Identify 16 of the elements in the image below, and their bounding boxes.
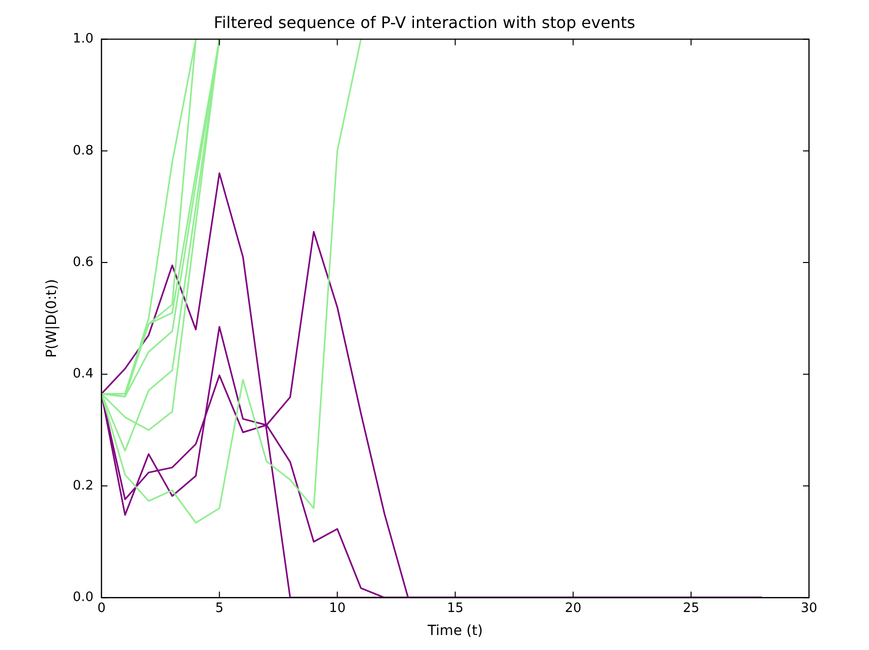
x-tick-label: 25	[682, 600, 700, 616]
x-tick-label: 10	[329, 600, 346, 616]
y-axis-title: P(W|D(0:t))	[44, 279, 60, 358]
y-tick-label: 0.2	[72, 478, 94, 494]
x-tick-label: 5	[215, 600, 224, 616]
y-tick-label: 0.4	[72, 366, 94, 382]
y-tick-label: 0.6	[72, 254, 94, 270]
y-tick-label: 1.0	[72, 32, 94, 47]
x-tick-label: 15	[446, 600, 464, 616]
x-tick-label: 0	[97, 600, 106, 616]
x-axis-title: Time (t)	[426, 623, 483, 640]
x-tick-label: 30	[800, 600, 818, 616]
y-tick-label: 0.0	[72, 590, 94, 605]
chart-title: Filtered sequence of P-V interaction with stop events	[214, 12, 636, 32]
x-tick-label: 20	[564, 600, 582, 616]
y-tick-label: 0.8	[72, 143, 94, 158]
